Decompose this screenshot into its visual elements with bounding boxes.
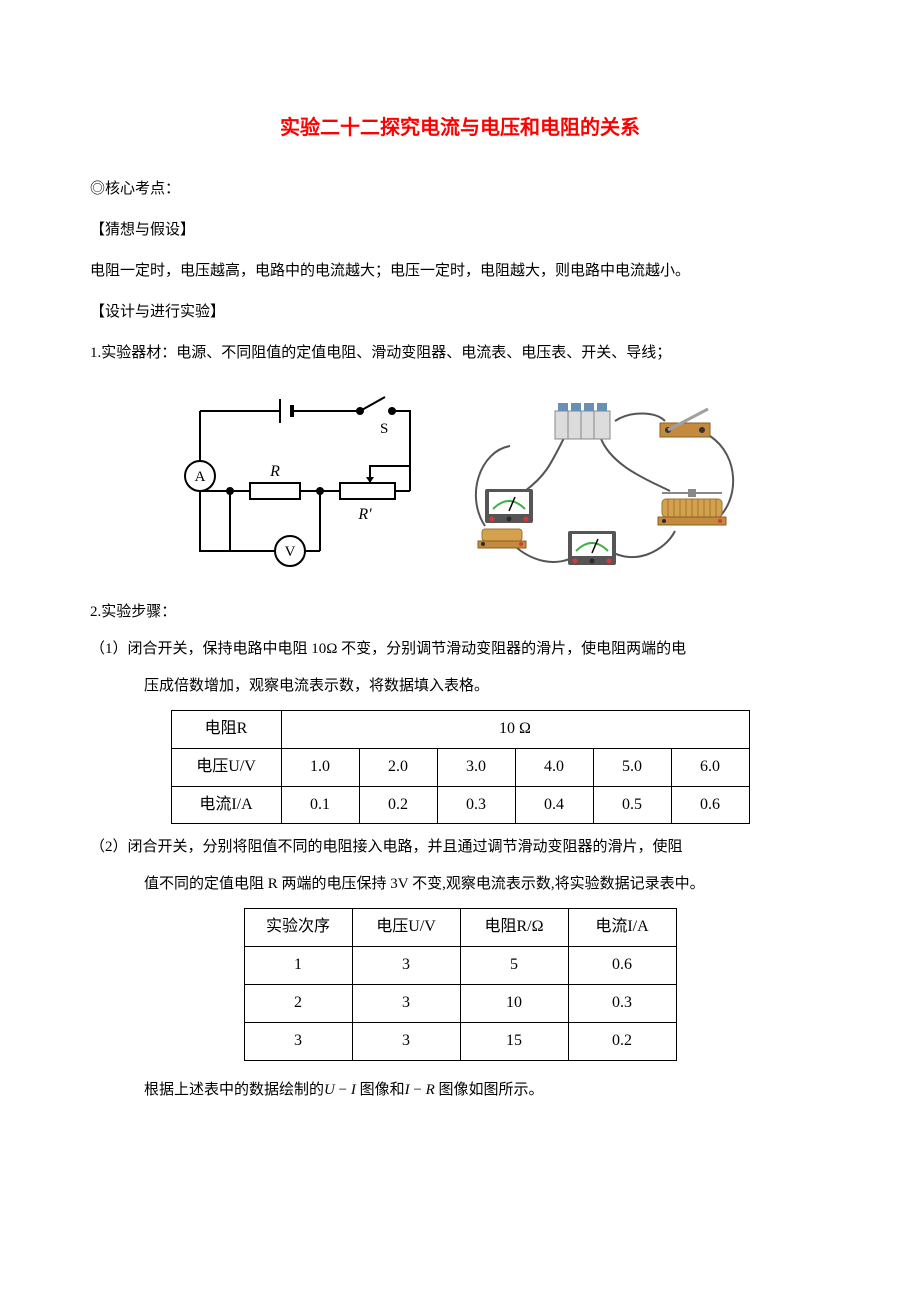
t2-cell: 5	[460, 947, 568, 985]
table-row: 3 3 15 0.2	[244, 1022, 676, 1060]
table-row: 电阻R 10 Ω	[171, 711, 749, 749]
hypothesis-label: 【猜想与假设】	[90, 217, 830, 244]
t2-cell: 0.2	[568, 1022, 676, 1060]
equipment-line: 1.实验器材：电源、不同阻值的定值电阻、滑动变阻器、电流表、电压表、开关、导线；	[90, 340, 830, 367]
t1-r-label: 电阻R	[171, 711, 281, 749]
diagram-row: A V R R' S	[90, 381, 830, 581]
circuit-schematic: A V R R' S	[170, 381, 430, 581]
t2-h4: 电流I/A	[568, 909, 676, 947]
t1-cell: 6.0	[671, 748, 749, 786]
hypothesis-text: 电阻一定时，电压越高，电路中的电流越大；电压一定时，电阻越大，则电路中电流越小。	[90, 258, 830, 285]
t1-i-label: 电流I/A	[171, 786, 281, 824]
knife-switch-icon	[660, 409, 710, 437]
t1-cell: 1.0	[281, 748, 359, 786]
t1-cell: 4.0	[515, 748, 593, 786]
t2-cell: 2	[244, 984, 352, 1022]
table-row: 实验次序 电压U/V 电阻R/Ω 电流I/A	[244, 909, 676, 947]
steps-label: 2.实验步骤：	[90, 599, 830, 626]
t1-cell: 2.0	[359, 748, 437, 786]
t1-cell: 5.0	[593, 748, 671, 786]
t2-cell: 3	[352, 984, 460, 1022]
step1-line2: 压成倍数增加，观察电流表示数，将数据填入表格。	[90, 673, 830, 700]
voltmeter-icon	[568, 531, 616, 565]
t1-cell: 3.0	[437, 748, 515, 786]
step2-line2: 值不同的定值电阻 R 两端的电压保持 3V 不变,观察电流表示数,将实验数据记录…	[90, 871, 830, 898]
footer-text: 根据上述表中的数据绘制的U − I 图像和I − R 图像如图所示。	[144, 1077, 830, 1104]
t1-v-label: 电压U/V	[171, 748, 281, 786]
t2-cell: 1	[244, 947, 352, 985]
t1-r-value: 10 Ω	[281, 711, 749, 749]
table-resistance-current: 实验次序 电压U/V 电阻R/Ω 电流I/A 1 3 5 0.6 2 3 10 …	[244, 908, 677, 1060]
t2-cell: 0.6	[568, 947, 676, 985]
t1-cell: 0.5	[593, 786, 671, 824]
step1-line1: （1）闭合开关，保持电路中电阻 10Ω 不变，分别调节滑动变阻器的滑片，使电阻两…	[90, 636, 830, 663]
battery-icon	[555, 403, 610, 439]
ammeter-label: A	[195, 469, 206, 485]
table-row: 电压U/V 1.0 2.0 3.0 4.0 5.0 6.0	[171, 748, 749, 786]
t2-h1: 实验次序	[244, 909, 352, 947]
t1-cell: 0.3	[437, 786, 515, 824]
apparatus-diagram	[450, 381, 750, 581]
rheostat-icon	[658, 489, 726, 525]
t1-cell: 0.1	[281, 786, 359, 824]
t2-cell: 3	[244, 1022, 352, 1060]
fixed-resistor-icon	[478, 529, 526, 548]
t2-cell: 15	[460, 1022, 568, 1060]
table-row: 2 3 10 0.3	[244, 984, 676, 1022]
t2-h2: 电压U/V	[352, 909, 460, 947]
t1-cell: 0.4	[515, 786, 593, 824]
ammeter-icon	[485, 489, 533, 523]
table-row: 电流I/A 0.1 0.2 0.3 0.4 0.5 0.6	[171, 786, 749, 824]
design-label: 【设计与进行实验】	[90, 299, 830, 326]
table-row: 1 3 5 0.6	[244, 947, 676, 985]
t2-cell: 3	[352, 1022, 460, 1060]
page-title: 实验二十二探究电流与电压和电阻的关系	[90, 110, 830, 146]
t2-cell: 0.3	[568, 984, 676, 1022]
t1-cell: 0.2	[359, 786, 437, 824]
switch-label: S	[380, 421, 388, 437]
t2-h3: 电阻R/Ω	[460, 909, 568, 947]
step2-line1: （2）闭合开关，分别将阻值不同的电阻接入电路，并且通过调节滑动变阻器的滑片，使阻	[90, 834, 830, 861]
rprime-label: R'	[357, 506, 372, 523]
core-points-label: ◎核心考点：	[90, 176, 830, 203]
table-voltage-current: 电阻R 10 Ω 电压U/V 1.0 2.0 3.0 4.0 5.0 6.0 电…	[171, 710, 750, 824]
voltmeter-label: V	[285, 544, 296, 560]
t2-cell: 10	[460, 984, 568, 1022]
t1-cell: 0.6	[671, 786, 749, 824]
t2-cell: 3	[352, 947, 460, 985]
r-label: R	[269, 463, 280, 480]
